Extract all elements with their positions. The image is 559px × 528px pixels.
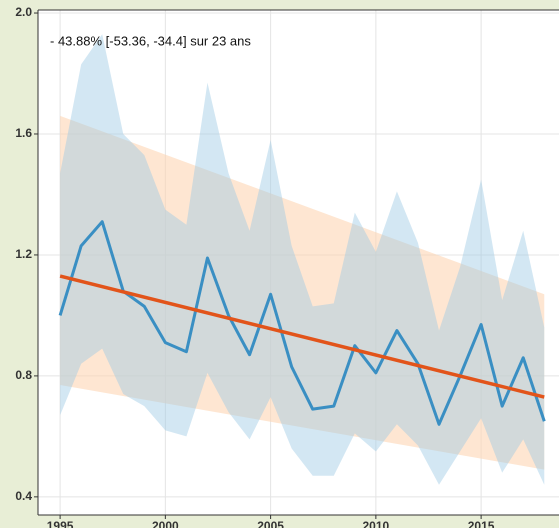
y-tick-label: 2.0 — [15, 5, 32, 19]
value-band — [60, 34, 545, 485]
x-tick-label: 2005 — [257, 519, 284, 528]
y-tick-label: 1.2 — [15, 247, 32, 261]
x-tick-label: 2015 — [468, 519, 495, 528]
trend-line — [59, 274, 545, 399]
annotation: - 43.88% [-53.36, -34.4] sur 23 ans — [50, 33, 251, 48]
y-tick-label: 0.8 — [15, 368, 32, 382]
y-tick-label: 0.4 — [15, 489, 32, 503]
series-line — [58, 220, 546, 426]
x-tick-label: 2000 — [152, 519, 179, 528]
x-tick-label: 1995 — [47, 519, 74, 528]
y-tick-label: 1.6 — [15, 126, 32, 140]
x-tick-label: 2010 — [363, 519, 390, 528]
